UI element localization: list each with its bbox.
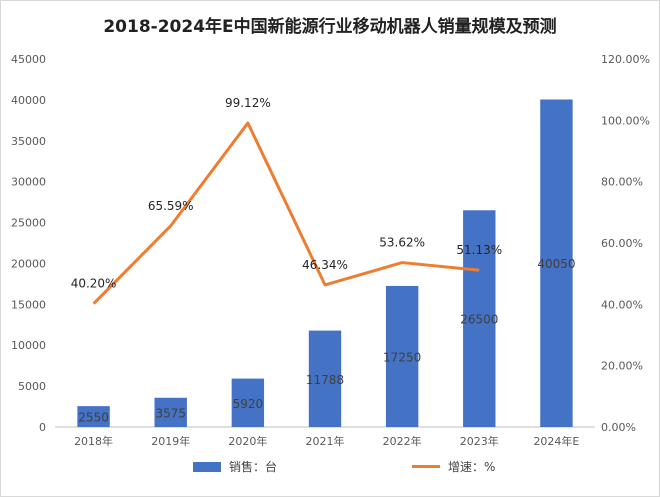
- legend-item-sales: 销售：台: [193, 458, 277, 475]
- growth-line: [92, 121, 480, 305]
- legend-label-growth: 增速：%: [448, 460, 496, 474]
- legend-line-swatch: [412, 465, 440, 468]
- legend-label-sales: 销售：台: [229, 460, 278, 474]
- y-left-tick-label: 35000: [11, 135, 46, 148]
- y-right-tick-label: 60.00%: [601, 237, 643, 250]
- bar: [77, 406, 110, 427]
- bar-data-label: 11788: [306, 373, 344, 387]
- bar: [231, 378, 265, 427]
- legend-bar-swatch: [193, 461, 221, 472]
- x-tick-label: 2023年: [460, 434, 499, 448]
- bar-data-label: 3575: [155, 406, 186, 420]
- x-tick-label: 2024年E: [533, 434, 579, 448]
- bar-data-label: 40050: [537, 257, 575, 271]
- bar-data-label: 17250: [383, 350, 421, 364]
- bar: [385, 285, 419, 427]
- line-data-label: 65.59%: [148, 199, 194, 213]
- x-tick-label: 2019年: [151, 434, 190, 448]
- y-left-tick-label: 25000: [11, 217, 46, 230]
- y-left-tick-label: 10000: [11, 339, 46, 352]
- line-data-label: 40.20%: [71, 277, 117, 291]
- bar: [463, 210, 496, 427]
- y-right-tick-label: 0.00%: [601, 421, 636, 434]
- bar: [540, 99, 573, 427]
- line-data-label: 99.12%: [225, 96, 271, 110]
- y-right-tick-label: 40.00%: [601, 298, 643, 311]
- y-left-tick-label: 0: [39, 421, 46, 434]
- y-left-tick-label: 15000: [11, 298, 46, 311]
- y-right-tick-label: 80.00%: [601, 176, 643, 189]
- bar-data-label: 2550: [78, 411, 109, 425]
- y-left-tick-label: 45000: [11, 53, 46, 66]
- legend-item-growth: 增速：%: [412, 458, 495, 475]
- line-data-label: 51.13%: [456, 243, 502, 257]
- y-right-tick-label: 120.00%: [601, 53, 650, 66]
- y-left-tick-label: 5000: [18, 380, 46, 393]
- y-right-tick-label: 20.00%: [601, 360, 643, 373]
- bar: [154, 397, 187, 427]
- y-left-tick-label: 20000: [11, 257, 46, 270]
- chart-title: 2018-2024年E中国新能源行业移动机器人销量规模及预测: [103, 17, 557, 37]
- x-tick-label: 2022年: [383, 434, 422, 448]
- y-right-tick-label: 100.00%: [601, 114, 650, 127]
- y-left-tick-label: 40000: [11, 94, 46, 107]
- y-left-tick-label: 30000: [11, 176, 46, 189]
- bar-data-label: 26500: [460, 313, 498, 327]
- x-tick-label: 2018年: [74, 434, 113, 448]
- x-tick-label: 2020年: [228, 434, 267, 448]
- line-data-label: 46.34%: [302, 258, 348, 272]
- bar: [308, 330, 342, 427]
- line-data-label: 53.62%: [379, 236, 425, 250]
- bar-data-label: 5920: [233, 397, 264, 411]
- x-tick-label: 2021年: [306, 434, 345, 448]
